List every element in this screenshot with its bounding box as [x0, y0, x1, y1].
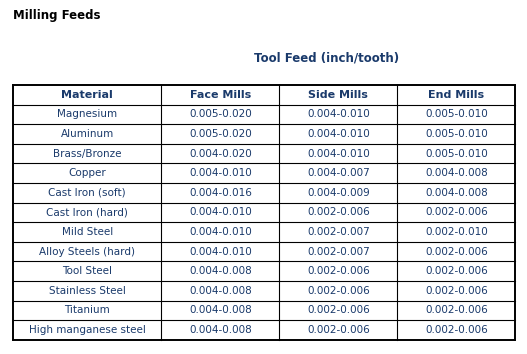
Text: Tool Steel: Tool Steel [62, 266, 112, 276]
Text: 0.004-0.016: 0.004-0.016 [189, 188, 252, 198]
Text: 0.002-0.006: 0.002-0.006 [307, 266, 370, 276]
Text: 0.004-0.008: 0.004-0.008 [189, 266, 252, 276]
Text: 0.002-0.006: 0.002-0.006 [307, 306, 370, 315]
Text: 0.004-0.008: 0.004-0.008 [425, 188, 488, 198]
Text: 0.002-0.006: 0.002-0.006 [425, 325, 488, 335]
Text: Brass/Bronze: Brass/Bronze [53, 149, 122, 159]
Text: 0.005-0.010: 0.005-0.010 [425, 129, 488, 139]
Text: Material: Material [61, 90, 113, 100]
Text: 0.002-0.006: 0.002-0.006 [425, 286, 488, 296]
Text: Side Mills: Side Mills [308, 90, 368, 100]
Text: 0.004-0.008: 0.004-0.008 [189, 286, 252, 296]
Text: 0.004-0.010: 0.004-0.010 [307, 109, 370, 119]
Text: 0.002-0.006: 0.002-0.006 [425, 207, 488, 217]
Text: 0.002-0.006: 0.002-0.006 [307, 207, 370, 217]
Text: 0.002-0.006: 0.002-0.006 [307, 286, 370, 296]
Text: Aluminum: Aluminum [61, 129, 114, 139]
Text: End Mills: End Mills [428, 90, 484, 100]
Text: Magnesium: Magnesium [57, 109, 118, 119]
Text: 0.005-0.020: 0.005-0.020 [189, 129, 252, 139]
Text: 0.004-0.007: 0.004-0.007 [307, 168, 370, 178]
Text: 0.002-0.006: 0.002-0.006 [425, 266, 488, 276]
Text: 0.004-0.010: 0.004-0.010 [189, 247, 252, 257]
Text: 0.005-0.020: 0.005-0.020 [189, 109, 252, 119]
Text: Alloy Steels (hard): Alloy Steels (hard) [39, 247, 135, 257]
Text: Mild Steel: Mild Steel [62, 227, 113, 237]
Text: Copper: Copper [69, 168, 106, 178]
Text: 0.002-0.007: 0.002-0.007 [307, 227, 370, 237]
Text: 0.004-0.010: 0.004-0.010 [307, 149, 370, 159]
Text: 0.004-0.008: 0.004-0.008 [189, 325, 252, 335]
Text: Tool Feed (inch/tooth): Tool Feed (inch/tooth) [254, 51, 399, 64]
Text: 0.004-0.010: 0.004-0.010 [189, 207, 252, 217]
Text: Face Mills: Face Mills [190, 90, 251, 100]
Text: 0.004-0.010: 0.004-0.010 [307, 129, 370, 139]
Text: 0.004-0.009: 0.004-0.009 [307, 188, 370, 198]
Text: Cast Iron (soft): Cast Iron (soft) [48, 188, 126, 198]
Text: 0.002-0.006: 0.002-0.006 [425, 306, 488, 315]
Text: Stainless Steel: Stainless Steel [49, 286, 126, 296]
Text: Cast Iron (hard): Cast Iron (hard) [46, 207, 128, 217]
Text: 0.005-0.010: 0.005-0.010 [425, 149, 488, 159]
Text: 0.002-0.006: 0.002-0.006 [307, 325, 370, 335]
Text: Milling Feeds: Milling Feeds [13, 9, 101, 22]
Text: Titanium: Titanium [64, 306, 110, 315]
Text: 0.004-0.008: 0.004-0.008 [425, 168, 488, 178]
Text: 0.004-0.008: 0.004-0.008 [189, 306, 252, 315]
Text: 0.004-0.010: 0.004-0.010 [189, 168, 252, 178]
Text: 0.002-0.007: 0.002-0.007 [307, 247, 370, 257]
Text: 0.002-0.006: 0.002-0.006 [425, 247, 488, 257]
Text: 0.002-0.010: 0.002-0.010 [425, 227, 488, 237]
Text: 0.004-0.020: 0.004-0.020 [189, 149, 252, 159]
Text: 0.004-0.010: 0.004-0.010 [189, 227, 252, 237]
Text: 0.005-0.010: 0.005-0.010 [425, 109, 488, 119]
Text: High manganese steel: High manganese steel [29, 325, 145, 335]
